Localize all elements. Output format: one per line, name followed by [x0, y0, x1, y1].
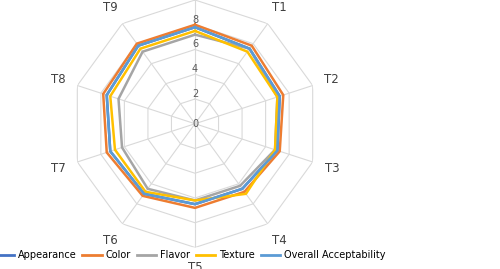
- Text: 6: 6: [192, 40, 198, 49]
- Text: 8: 8: [192, 15, 198, 25]
- Legend: Appearance, Color, Flavor, Texture, Overall Acceptability: Appearance, Color, Flavor, Texture, Over…: [0, 246, 390, 264]
- Text: 2: 2: [192, 89, 198, 99]
- Text: 4: 4: [192, 64, 198, 74]
- Text: 0: 0: [192, 119, 198, 129]
